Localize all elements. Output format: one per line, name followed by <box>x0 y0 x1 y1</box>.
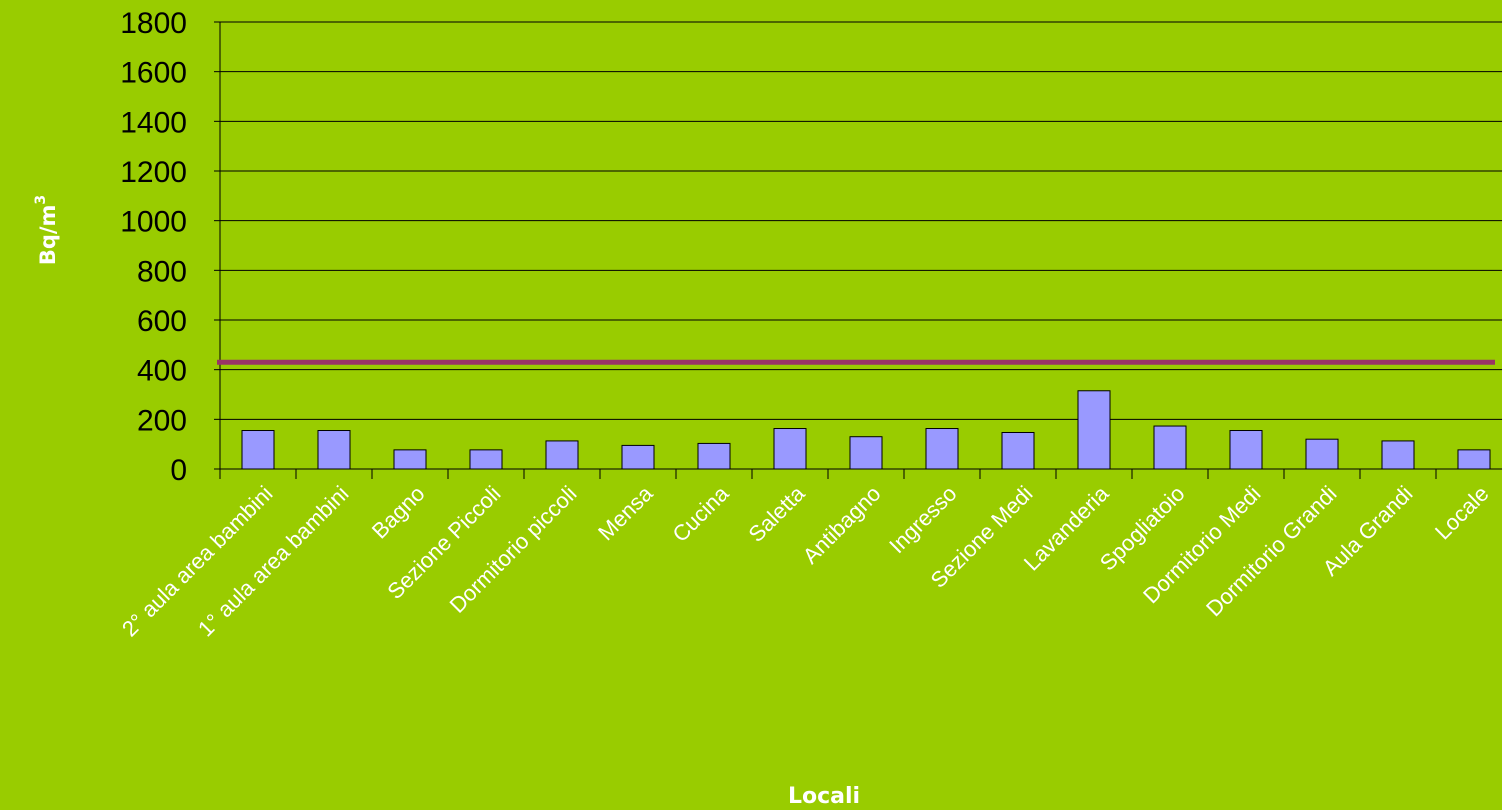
y-axis-title-text: Bq/m <box>36 205 60 266</box>
bar <box>621 444 655 470</box>
x-tick-label: Cucina <box>667 480 734 547</box>
y-tick-label: 200 <box>137 404 187 437</box>
axes <box>214 21 1502 479</box>
y-tick-label: 1200 <box>120 156 187 189</box>
y-tick-label: 0 <box>170 454 187 487</box>
bar <box>241 430 275 470</box>
x-tick-label: 2° aula area bambini <box>117 481 278 642</box>
bar <box>697 442 731 470</box>
y-axis-title-superscript: 3 <box>33 195 49 205</box>
x-axis-title: Locali <box>788 784 860 809</box>
x-tick-label: Bagno <box>367 481 430 544</box>
y-axis-title: Bq/m3 <box>33 195 60 265</box>
y-tick-label: 800 <box>137 255 187 288</box>
bar <box>925 428 959 470</box>
bar <box>545 440 579 470</box>
bar <box>1305 438 1339 470</box>
bar <box>1001 431 1035 470</box>
bar <box>1153 425 1187 470</box>
y-tick-label: 1800 <box>120 7 187 40</box>
x-tick-label: Ingresso <box>884 481 961 558</box>
bar <box>1229 430 1263 470</box>
bar <box>773 428 807 470</box>
y-tick-label: 400 <box>137 355 187 388</box>
x-tick-label: Dormitorio piccoli <box>445 481 582 618</box>
y-tick-label: 1000 <box>120 206 187 239</box>
bar <box>849 436 883 470</box>
y-tick-labels: 0 200 400 600 800 1000 1200 1400 1600 1800 <box>120 7 187 487</box>
y-tick-label: 1400 <box>120 106 187 139</box>
x-tick-label: Saletta <box>743 480 810 547</box>
bar <box>1457 449 1491 470</box>
y-tick-label: 1600 <box>120 57 187 90</box>
y-tick-label: 600 <box>137 305 187 338</box>
bar <box>1077 390 1111 470</box>
x-tick-label: 1° aula area bambini <box>193 481 354 642</box>
bar <box>317 430 351 470</box>
x-tick-label: Antibagno <box>798 481 886 569</box>
x-tick-label: Dormitorio Grandi <box>1201 481 1341 621</box>
bar <box>1381 440 1415 470</box>
bar <box>469 449 503 470</box>
bars <box>241 390 1491 470</box>
x-tick-label: Locale <box>1430 481 1494 545</box>
bar <box>393 449 427 470</box>
gridlines <box>220 21 1502 420</box>
x-tick-label: Mensa <box>593 480 658 545</box>
